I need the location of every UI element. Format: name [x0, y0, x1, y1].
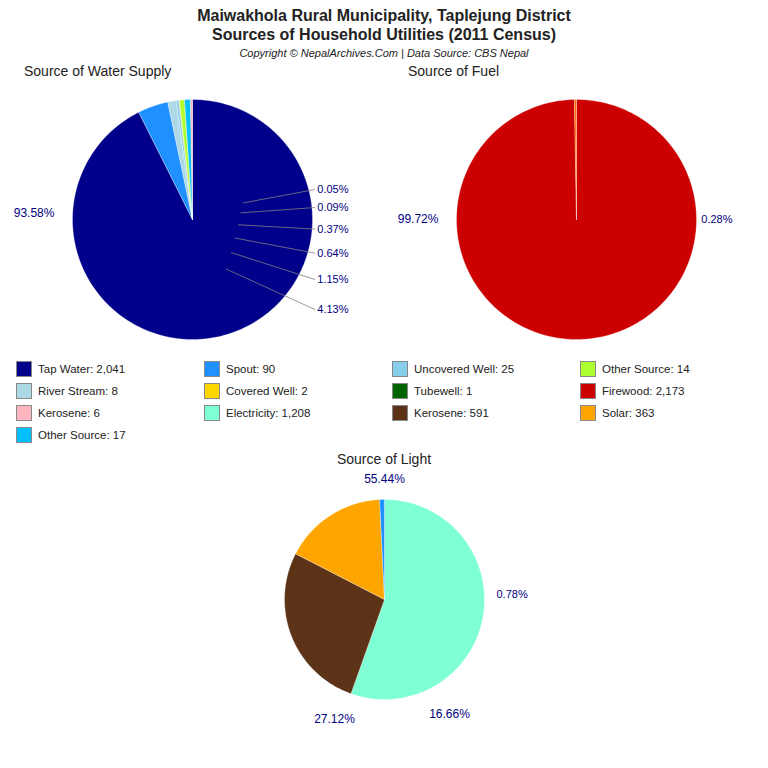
html-text:Electricity: 1,208: Electricity: 1,208	[226, 407, 311, 419]
svg-text:4.13%: 4.13%	[317, 303, 348, 315]
html-text:Tap Water: 2,041: Tap Water: 2,041	[38, 363, 126, 375]
svg-text:0.78%: 0.78%	[497, 588, 528, 600]
html-text:Spout: 90: Spout: 90	[226, 363, 276, 375]
svg-text:0.64%: 0.64%	[317, 247, 348, 259]
svg-text:0.37%: 0.37%	[317, 223, 348, 235]
svg-text:0.09%: 0.09%	[317, 201, 348, 213]
svg-text:16.66%: 16.66%	[429, 707, 470, 721]
html-text:Kerosene: 591: Kerosene: 591	[414, 407, 489, 419]
html-text:Source of Water Supply: Source of Water Supply	[24, 63, 172, 79]
html-text:Other Source: 17: Other Source: 17	[38, 429, 126, 441]
html-text:Tubewell: 1: Tubewell: 1	[414, 385, 473, 397]
html-text:Firewood: 2,173: Firewood: 2,173	[602, 385, 685, 397]
svg-text:1.15%: 1.15%	[317, 273, 348, 285]
svg-text:27.12%: 27.12%	[314, 712, 355, 726]
html-text:Uncovered Well: 25: Uncovered Well: 25	[414, 363, 515, 375]
html-text:Solar: 363: Solar: 363	[602, 407, 655, 419]
html-text:Covered Well: 2: Covered Well: 2	[226, 385, 308, 397]
html-text:Sources of Household Utilities: Sources of Household Utilities (2011 Cen…	[212, 26, 556, 43]
html-text:Maiwakhola Rural Municipality,: Maiwakhola Rural Municipality, Taplejung…	[197, 7, 571, 24]
svg-text:55.44%: 55.44%	[364, 472, 405, 486]
svg-text:0.05%: 0.05%	[317, 183, 348, 195]
html-text:Kerosene: 6: Kerosene: 6	[38, 407, 100, 419]
svg-text:0.28%: 0.28%	[701, 213, 732, 225]
html-text:Source of Light: Source of Light	[336, 451, 432, 467]
svg-text:93.58%: 93.58%	[14, 206, 55, 220]
html-text:Source of Fuel: Source of Fuel	[408, 63, 500, 79]
html-text:Other Source: 14: Other Source: 14	[602, 363, 690, 375]
svg-text:99.72%: 99.72%	[398, 212, 439, 226]
html-text:River Stream: 8: River Stream: 8	[38, 385, 118, 397]
html-text:Copyright © NepalArchives.Com: Copyright © NepalArchives.Com | Data Sou…	[239, 47, 529, 59]
